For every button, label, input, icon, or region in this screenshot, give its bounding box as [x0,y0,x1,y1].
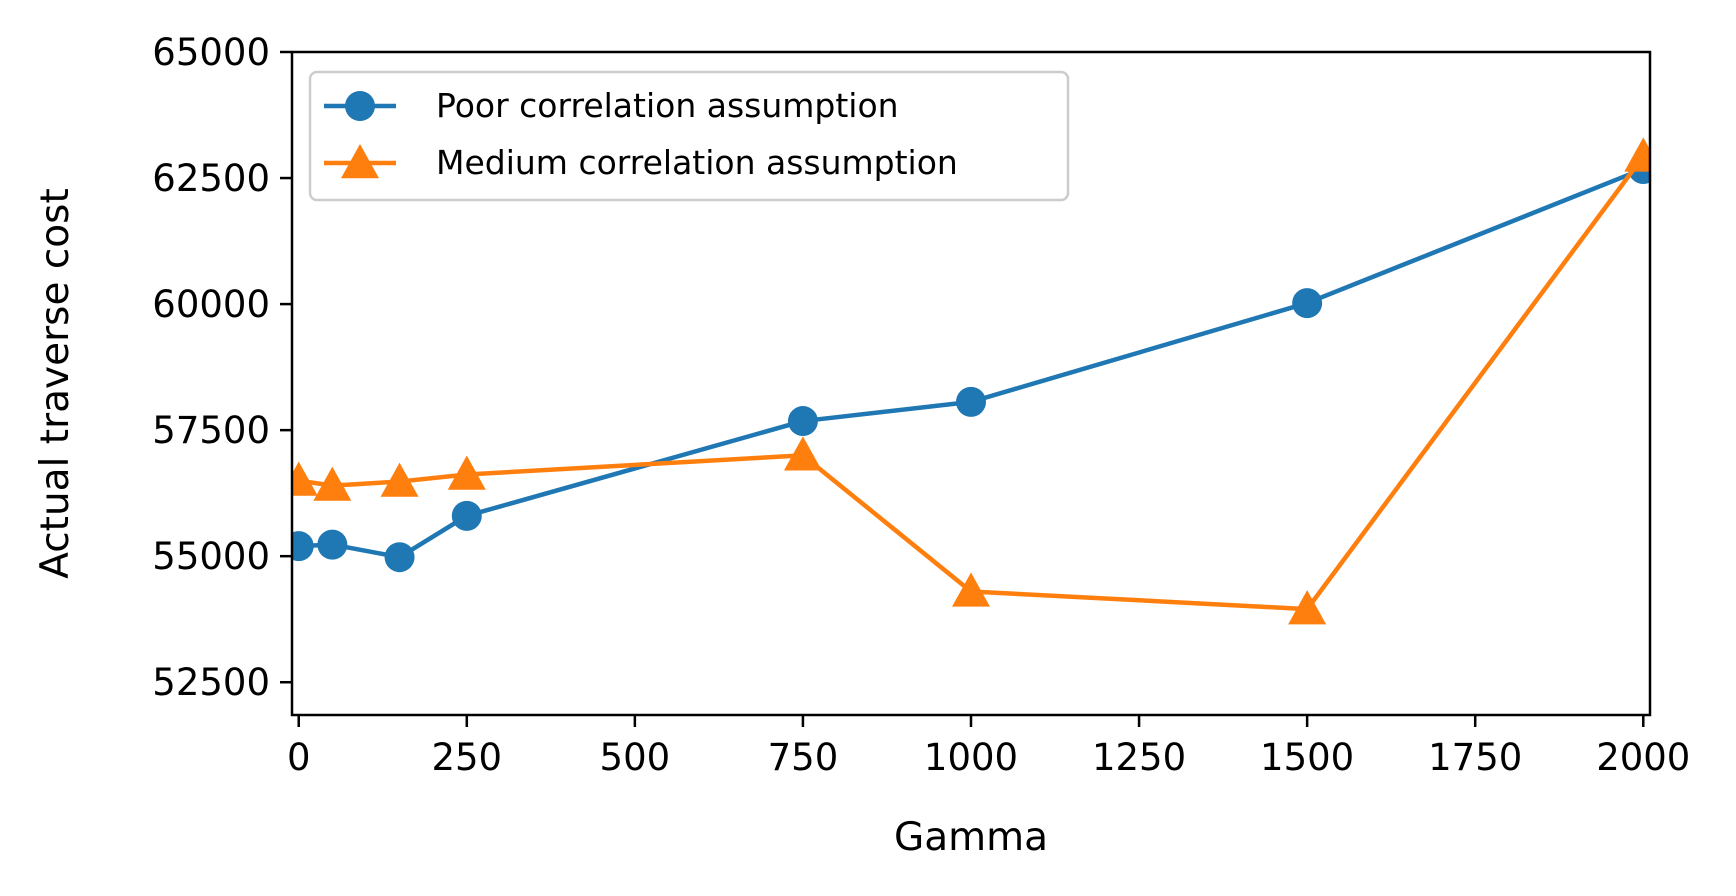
x-tick-label: 2000 [1596,736,1690,779]
data-point [1624,137,1650,172]
x-tick-label: 250 [431,736,502,779]
data-point [447,455,486,490]
data-point [313,466,352,501]
y-tick-label: 65000 [152,31,270,74]
triangle-marker-icon [341,144,379,179]
series-poor-correlation [292,153,1650,573]
data-point [292,461,318,496]
y-tick-label: 52500 [152,661,270,704]
series-line [298,155,1646,612]
x-tick-label: 0 [287,736,311,779]
data-point [952,572,990,607]
x-tick-label: 500 [600,736,671,779]
data-point [384,542,415,573]
data-point [787,406,818,437]
x-axis-title: Gamma [894,815,1048,860]
series-layer [292,137,1650,625]
y-tick-label: 57500 [152,409,270,452]
x-tick-label: 750 [768,736,839,779]
legend-label: Poor correlation assumption [436,86,899,125]
y-axis: 52500 55000 57500 60000 62500 65000 [152,31,292,704]
legend-item: Poor correlation assumption [324,86,899,125]
data-point [292,531,314,562]
data-point [1288,590,1327,625]
legend-item: Medium correlation assumption [324,143,958,182]
data-point [1292,288,1323,319]
y-axis-title: Actual traverse cost [33,188,78,579]
x-tick-label: 1250 [1092,736,1186,779]
x-tick-label: 1500 [1260,736,1354,779]
series-medium-correlation [292,137,1650,625]
x-axis: 0 250 500 750 1000 1250 1500 1750 2000 [287,715,1690,779]
legend: Poor correlation assumption Medium correl… [308,70,1070,202]
legend-label: Medium correlation assumption [436,143,958,182]
y-tick-label: 62500 [152,157,270,200]
y-tick-label: 60000 [152,283,270,326]
data-point [317,529,348,560]
data-point [783,436,822,471]
data-point [956,386,986,417]
data-point [380,462,419,497]
x-tick-label: 1750 [1428,736,1522,779]
y-tick-label: 55000 [152,535,270,578]
x-tick-label: 1000 [924,736,1018,779]
circle-marker-icon [345,91,375,121]
legend-box [308,70,1070,202]
data-point [451,500,482,531]
